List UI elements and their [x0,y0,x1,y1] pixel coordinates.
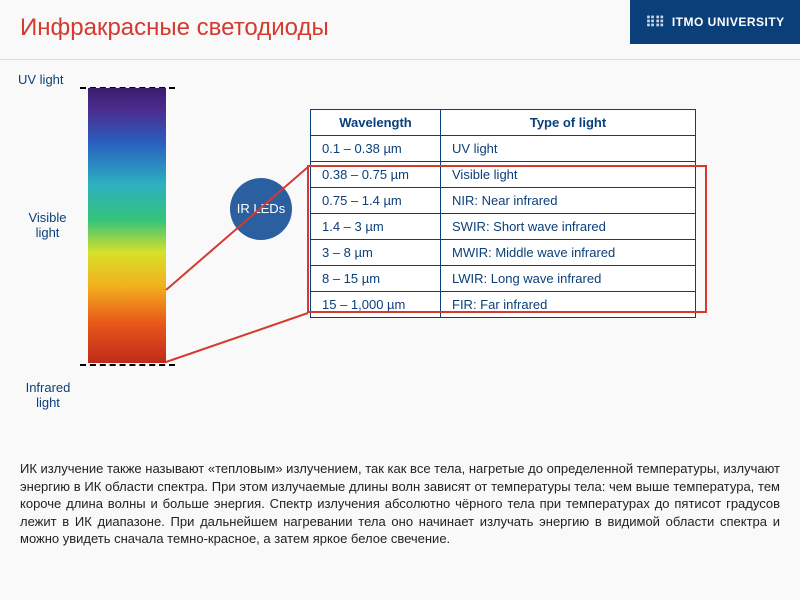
badge-dots-icon: ⠿⠿ [645,14,664,31]
description-paragraph: ИК излучение также называют «тепловым» и… [20,460,780,548]
header: Инфракрасные светодиоды ⠿⠿ ITMO UNIVERSI… [0,0,800,60]
ir-leds-circle: IR LEDs [230,178,292,240]
visible-light-label: Visible light [20,210,75,240]
table-body: 0.1 – 0.38 µmUV light 0.38 – 0.75 µmVisi… [311,136,696,318]
cell-type: MWIR: Middle wave infrared [441,240,696,266]
cell-type: NIR: Near infrared [441,188,696,214]
table-row: 0.1 – 0.38 µmUV light [311,136,696,162]
cell-type: UV light [441,136,696,162]
cell-wavelength: 0.75 – 1.4 µm [311,188,441,214]
table-row: 0.75 – 1.4 µmNIR: Near infrared [311,188,696,214]
cell-wavelength: 3 – 8 µm [311,240,441,266]
diagram-area: UV light Visible light Infrared light IR… [0,60,800,460]
cell-type: Visible light [441,162,696,188]
table-row: 3 – 8 µmMWIR: Middle wave infrared [311,240,696,266]
cell-wavelength: 0.38 – 0.75 µm [311,162,441,188]
col-type-header: Type of light [441,110,696,136]
cell-type: SWIR: Short wave infrared [441,214,696,240]
table-row: 8 – 15 µmLWIR: Long wave infrared [311,266,696,292]
table-row: 1.4 – 3 µmSWIR: Short wave infrared [311,214,696,240]
uv-light-label: UV light [18,72,64,87]
circle-text: IR LEDs [237,202,285,216]
cell-wavelength: 15 – 1,000 µm [311,292,441,318]
cell-wavelength: 0.1 – 0.38 µm [311,136,441,162]
spectrum-bottom-divider [80,364,175,366]
infrared-light-label: Infrared light [18,380,78,410]
cell-wavelength: 1.4 – 3 µm [311,214,441,240]
connector-line [166,313,308,362]
cell-wavelength: 8 – 15 µm [311,266,441,292]
cell-type: LWIR: Long wave infrared [441,266,696,292]
university-name: ITMO UNIVERSITY [672,15,785,29]
spectrum-gradient [88,88,166,363]
wavelength-table: Wavelength Type of light 0.1 – 0.38 µmUV… [310,109,696,318]
table-row: 0.38 – 0.75 µmVisible light [311,162,696,188]
university-badge: ⠿⠿ ITMO UNIVERSITY [630,0,800,44]
table-row: 15 – 1,000 µmFIR: Far infrared [311,292,696,318]
table-header-row: Wavelength Type of light [311,110,696,136]
cell-type: FIR: Far infrared [441,292,696,318]
col-wavelength-header: Wavelength [311,110,441,136]
